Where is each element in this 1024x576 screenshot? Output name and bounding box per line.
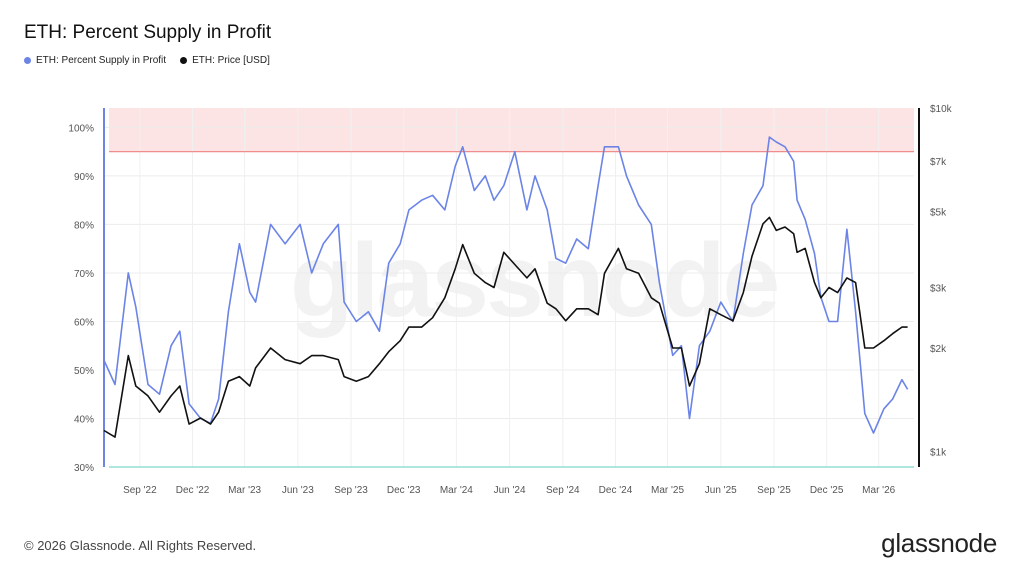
legend-swatch-supply-in-profit — [24, 57, 31, 64]
x-tick-label-11: Jun '25 — [705, 485, 737, 496]
y-left-tick-label-6: 40% — [74, 414, 94, 425]
x-tick-label-9: Dec '24 — [599, 485, 633, 496]
x-tick-label-13: Dec '25 — [810, 485, 844, 496]
y-left-tick-label-1: 90% — [74, 172, 94, 183]
legend-item-supply-in-profit[interactable]: ETH: Percent Supply in Profit — [24, 55, 166, 66]
y-right-tick-label-2: $5k — [930, 207, 947, 218]
glassnode-logo: glassnode — [881, 528, 997, 558]
x-tick-label-3: Jun '23 — [282, 485, 314, 496]
x-tick-label-1: Dec '22 — [176, 485, 210, 496]
series-line-supply-in-profit — [103, 136, 909, 434]
x-tick-label-14: Mar '26 — [862, 485, 895, 496]
x-tick-label-0: Sep '22 — [123, 485, 157, 496]
copyright-text: © 2026 Glassnode. All Rights Reserved. — [24, 538, 257, 553]
chart-title: ETH: Percent Supply in Profit — [24, 22, 272, 43]
chart-legend: ETH: Percent Supply in Profit ETH: Price… — [24, 55, 270, 66]
x-tick-label-7: Jun '24 — [494, 485, 526, 496]
legend-item-price[interactable]: ETH: Price [USD] — [180, 55, 270, 66]
x-tick-label-5: Dec '23 — [387, 485, 421, 496]
series-line-price — [103, 216, 908, 438]
legend-label-price: ETH: Price [USD] — [192, 55, 270, 66]
y-left-tick-label-7: 30% — [74, 463, 94, 474]
y-right-tick-label-4: $2k — [930, 344, 947, 355]
x-tick-label-4: Sep '23 — [334, 485, 368, 496]
y-left-tick-label-0: 100% — [68, 123, 94, 134]
y-right-tick-label-3: $3k — [930, 284, 947, 295]
x-tick-label-2: Mar '23 — [228, 485, 261, 496]
y-right-tick-label-5: $1k — [930, 447, 947, 458]
legend-label-supply-in-profit: ETH: Percent Supply in Profit — [36, 55, 167, 66]
y-left-tick-label-3: 70% — [74, 269, 94, 280]
y-right-tick-label-0: $10k — [930, 104, 953, 115]
x-tick-label-8: Sep '24 — [546, 485, 580, 496]
x-tick-label-10: Mar '25 — [651, 485, 684, 496]
x-tick-label-12: Sep '25 — [757, 485, 791, 496]
y-left-tick-label-5: 50% — [74, 366, 94, 377]
legend-swatch-price — [180, 57, 188, 64]
y-left-tick-label-4: 60% — [74, 317, 94, 328]
y-right-tick-label-1: $7k — [930, 157, 947, 168]
y-left-tick-label-2: 80% — [74, 220, 94, 231]
profit-band-0 — [109, 108, 914, 152]
x-tick-label-6: Mar '24 — [440, 485, 473, 496]
